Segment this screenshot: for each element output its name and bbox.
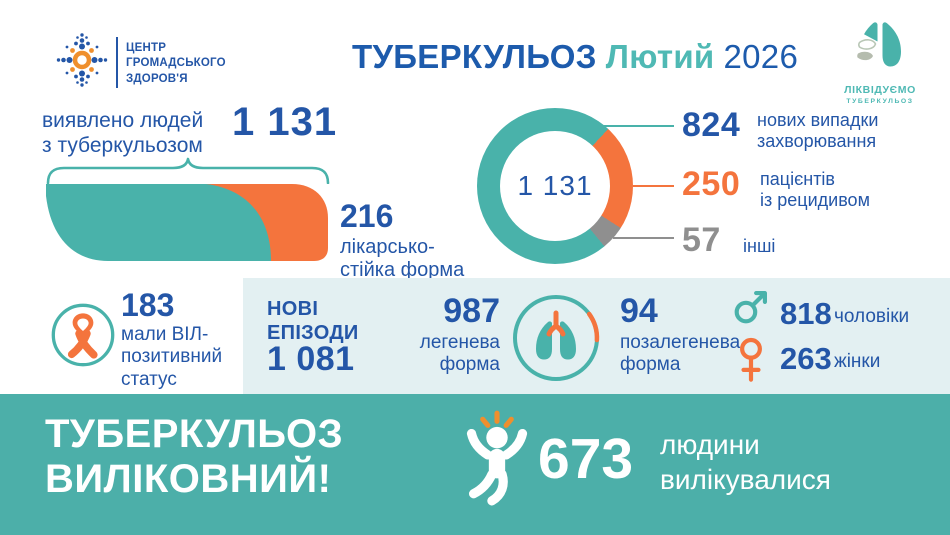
women-label: жінки: [834, 351, 881, 372]
extrapulmonary-label-line1: позалегенева: [620, 332, 741, 353]
new-episodes-label-line2: ЕПІЗОДИ: [267, 322, 359, 345]
cured-value: 673: [538, 427, 634, 491]
hiv-label-line3: статус: [121, 368, 177, 390]
new-cases-label-line2: захворювання: [757, 131, 877, 152]
footer-headline: ТУБЕРКУЛЬОЗ ВИЛІКОВНИЙ!: [45, 412, 343, 502]
female-icon: [740, 337, 762, 382]
detected-bar-shape: [46, 184, 328, 261]
campaign-logo-line1: ЛІКВІДУЄМО: [844, 84, 916, 96]
women-value: 263: [780, 341, 832, 376]
pulmonary-label-line2: форма: [439, 354, 500, 376]
lungs-icon: [513, 295, 600, 381]
extrapulmonary-label: позалегенева форма: [620, 332, 740, 377]
detected-label: виявлено людей з туберкульозом: [42, 108, 203, 158]
leader-line-relapse: [633, 185, 674, 187]
footer-headline-line2: ВИЛІКОВНИЙ!: [45, 457, 332, 502]
new-episodes-value: 1 081: [267, 340, 355, 378]
drug-resistant-label: лікарсько- стійка форма: [340, 236, 464, 283]
hiv-positive-value: 183: [121, 287, 175, 323]
cured-label-line1: людини: [660, 429, 760, 460]
new-cases-value: 824: [682, 106, 741, 144]
detected-label-line1: виявлено людей: [42, 109, 204, 132]
hiv-ribbon-icon: [51, 303, 115, 367]
org-name-line1: ЦЕНТР: [126, 42, 167, 54]
title-disease: ТУБЕРКУЛЬОЗ: [352, 38, 597, 75]
org-name: ЦЕНТР ГРОМАДСЬКОГО ЗДОРОВ'Я: [126, 41, 226, 87]
hiv-label-line1: мали ВІЛ-: [121, 324, 209, 345]
org-logo-icon: [56, 33, 108, 87]
org-name-line3: ЗДОРОВ'Я: [126, 72, 188, 85]
title-month: Лютий: [605, 38, 715, 75]
drug-resistant-label-line2: стійка форма: [340, 259, 465, 282]
detected-label-line2: з туберкульозом: [42, 134, 203, 158]
relapse-label: пацієнтів із рецидивом: [760, 169, 870, 211]
men-label: чоловіки: [834, 306, 910, 327]
hiv-positive-label: мали ВІЛ- позитивний статус: [121, 324, 222, 391]
cured-label-line2: вилікувалися: [660, 464, 831, 495]
relapse-label-line1: пацієнтів: [760, 169, 835, 189]
detected-total-value: 1 131: [232, 100, 338, 144]
extrapulmonary-value: 94: [620, 292, 658, 330]
leader-line-new-cases: [602, 125, 674, 127]
org-name-line2: ГРОМАДСЬКОГО: [126, 57, 226, 70]
other-label: інші: [743, 236, 776, 256]
cured-label: людини вилікувалися: [660, 427, 831, 497]
hiv-label-line2: позитивний: [121, 346, 223, 368]
new-episodes-label: НОВІ ЕПІЗОДИ: [267, 297, 359, 346]
new-cases-label: нових випадки захворювання: [757, 110, 878, 152]
brace-icon: [46, 157, 330, 184]
male-icon: [734, 291, 767, 324]
relapse-value: 250: [682, 165, 741, 203]
other-value: 57: [682, 221, 721, 259]
org-logo-divider: [116, 37, 118, 88]
men-value: 818: [780, 296, 832, 331]
donut-center-value: 1 131: [517, 170, 593, 201]
pulmonary-label-line1: легенева: [419, 332, 500, 353]
donut-chart: 1 131: [477, 108, 633, 264]
pulmonary-value: 987: [443, 292, 500, 330]
campaign-logo-lungs-icon: [857, 22, 901, 67]
relapse-label-line2: із рецидивом: [760, 190, 870, 211]
drug-resistant-label-line1: лікарсько-: [340, 236, 435, 258]
page-title: ТУБЕРКУЛЬОЗ Лютий 2026: [352, 38, 798, 76]
campaign-logo-line2: ТУБЕРКУЛЬОЗ: [846, 98, 914, 105]
extrapulmonary-label-line2: форма: [620, 354, 681, 376]
donut-hole: 1 131: [500, 131, 610, 241]
jumping-person-icon: [466, 410, 528, 506]
leader-line-other: [613, 237, 674, 239]
pulmonary-label: легенева форма: [408, 332, 500, 377]
footer-headline-line1: ТУБЕРКУЛЬОЗ: [45, 412, 344, 456]
footer-band: [0, 394, 950, 535]
drug-resistant-value: 216: [340, 198, 394, 234]
new-cases-label-line1: нових випадки: [757, 110, 879, 130]
title-year: 2026: [723, 38, 799, 75]
new-episodes-label-line1: НОВІ: [267, 298, 319, 320]
